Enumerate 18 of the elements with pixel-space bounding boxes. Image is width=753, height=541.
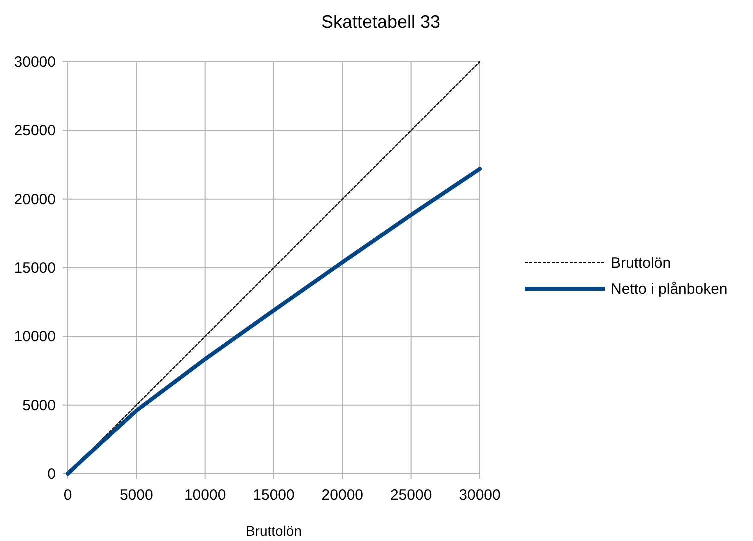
text: Netto i plånboken (611, 281, 728, 298)
x-tick-label: 30000 (459, 487, 501, 504)
y-tick-label: 10000 (14, 328, 56, 346)
y-tick-label: 30000 (14, 54, 56, 71)
y-tick-label: 0 (48, 466, 56, 483)
y-tick-label: 5000 (22, 397, 56, 414)
chart-title: Skattetabell 33 (321, 12, 441, 32)
x-tick-label: 10000 (184, 487, 226, 504)
x-tick-label: 0 (64, 487, 72, 504)
y-tick-label: 15000 (14, 260, 56, 277)
x-tick-label: 5000 (120, 487, 154, 504)
y-tick-label: 25000 (14, 122, 56, 140)
text: Bruttolön (611, 255, 672, 272)
x-tick-label: 20000 (322, 487, 364, 504)
x-tick-label: 25000 (390, 487, 432, 504)
x-tick-label: 15000 (253, 487, 295, 504)
y-tick-label: 20000 (14, 191, 56, 208)
x-axis-title: Bruttolön (246, 523, 302, 539)
